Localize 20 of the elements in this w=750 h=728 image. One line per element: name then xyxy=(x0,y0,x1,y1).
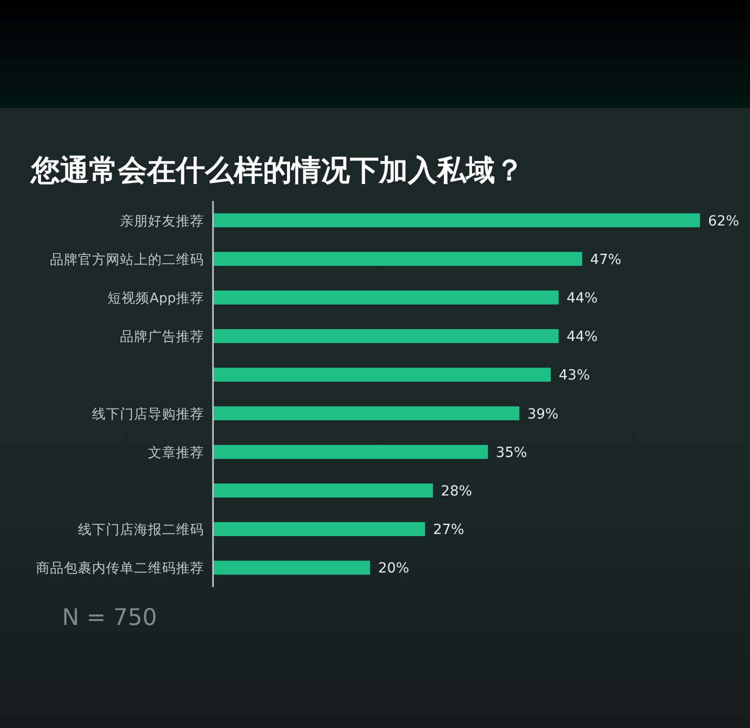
value-label: 44% xyxy=(566,329,598,346)
value-label: 43% xyxy=(558,368,590,384)
category-label: 文章推荐 xyxy=(148,444,204,461)
value-label: 27% xyxy=(433,522,464,538)
value-label: 20% xyxy=(378,560,410,577)
value-label: 39% xyxy=(527,406,558,422)
category-label: 商品包裹内传单二维码推荐 xyxy=(36,560,204,577)
annotation: N = 750 xyxy=(62,605,157,631)
category-label: 品牌广告推荐 xyxy=(120,329,204,346)
value-label: 28% xyxy=(440,484,472,500)
category-label: 线下门店导购推荐 xyxy=(92,406,204,422)
value-label: 35% xyxy=(496,444,528,461)
value-label: 47% xyxy=(590,252,622,268)
category-label: 亲朋好友推荐 xyxy=(120,213,204,230)
value-label: 62% xyxy=(708,213,740,230)
category-label: 线下门店海报二维码 xyxy=(78,522,204,538)
category-label: 品牌官方网站上的二维码 xyxy=(50,252,204,268)
category-label: 短视频App推荐 xyxy=(108,290,204,306)
title: 您通常会在什么样的情况下加入私域？ xyxy=(31,153,524,187)
value-label: 44% xyxy=(566,290,598,306)
